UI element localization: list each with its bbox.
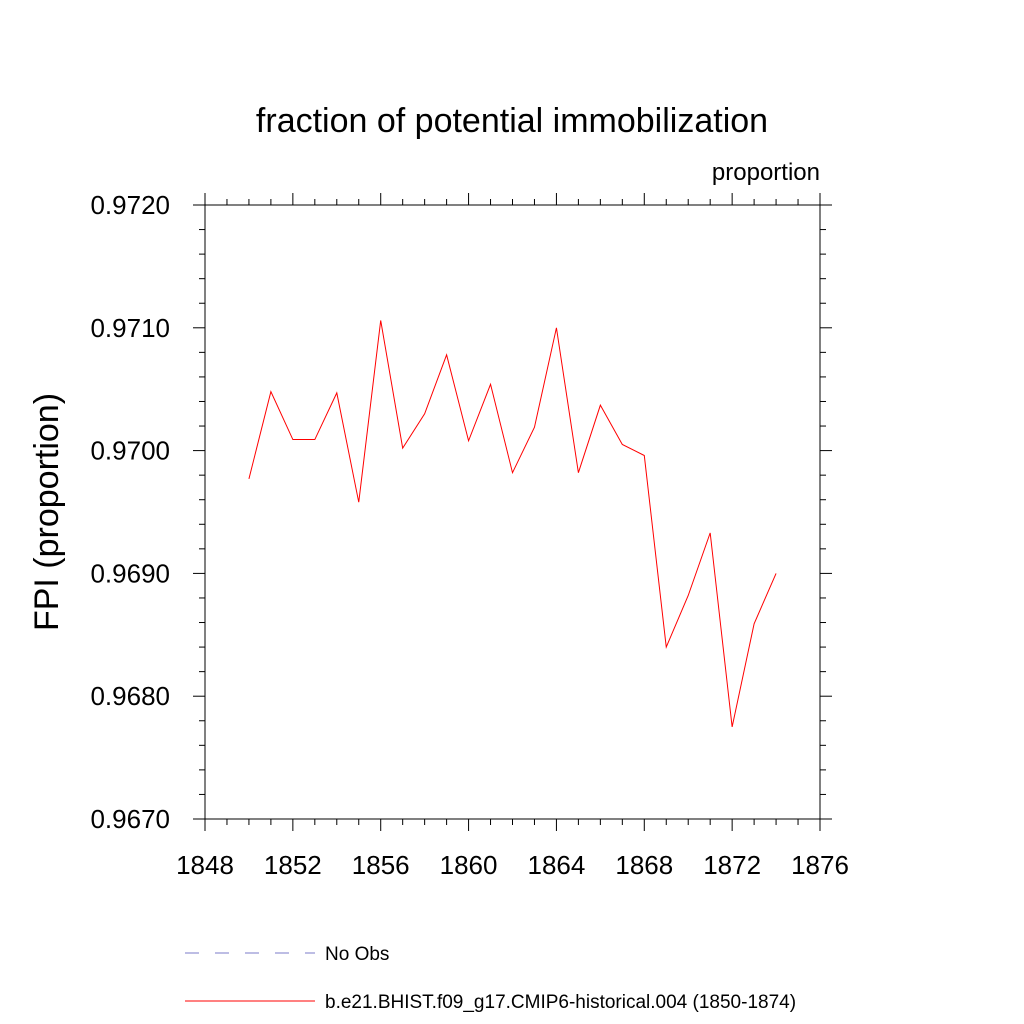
legend-label: No Obs <box>325 944 389 965</box>
data-point <box>336 392 338 394</box>
legend-label: b.e21.BHIST.f09_g17.CMIP6-historical.004… <box>325 992 796 1013</box>
y-tick-label: 0.9720 <box>90 190 170 220</box>
data-point <box>467 440 469 442</box>
data-point <box>248 478 250 480</box>
x-tick-label: 1868 <box>615 850 673 880</box>
x-tick-label: 1860 <box>440 850 498 880</box>
x-tick-label: 1872 <box>703 850 761 880</box>
data-point <box>731 726 733 728</box>
data-point <box>380 319 382 321</box>
y-axis-label: FPI (proportion) <box>28 393 66 631</box>
chart-title: fraction of potential immobilization <box>256 102 768 140</box>
legend: No Obs b.e21.BHIST.f09_g17.CMIP6-historic… <box>185 944 796 1013</box>
x-tick-label: 1876 <box>791 850 849 880</box>
x-tick-label: 1852 <box>264 850 322 880</box>
data-point <box>358 501 360 503</box>
chart-subtitle-units: proportion <box>712 159 820 186</box>
x-tick-label: 1864 <box>528 850 586 880</box>
series-line <box>248 320 777 728</box>
data-point <box>687 594 689 596</box>
data-point <box>314 438 316 440</box>
data-point <box>423 413 425 415</box>
data-point <box>533 426 535 428</box>
data-point <box>292 438 294 440</box>
plot-area: 1848 1852 1856 1860 1864 1868 1872 1876 0.9670 0.… <box>90 190 848 880</box>
x-tick-label: 1856 <box>352 850 410 880</box>
data-point <box>665 646 667 648</box>
data-point <box>599 404 601 406</box>
data-point <box>401 447 403 449</box>
y-tick-label: 0.9670 <box>90 804 170 834</box>
y-tick-label: 0.9680 <box>90 681 170 711</box>
data-point <box>643 454 645 456</box>
data-point <box>270 390 272 392</box>
y-tick-label: 0.9710 <box>90 313 170 343</box>
x-tick-label: 1848 <box>176 850 234 880</box>
y-tick-label: 0.9700 <box>90 436 170 466</box>
data-point <box>555 327 557 329</box>
plot-frame <box>204 204 821 820</box>
data-point <box>753 623 755 625</box>
data-point <box>577 472 579 474</box>
y-tick-label: 0.9690 <box>90 558 170 588</box>
data-point <box>489 383 491 385</box>
data-point <box>775 572 777 574</box>
data-point <box>445 354 447 356</box>
data-point <box>511 472 513 474</box>
data-point <box>709 532 711 534</box>
data-point <box>621 443 623 445</box>
